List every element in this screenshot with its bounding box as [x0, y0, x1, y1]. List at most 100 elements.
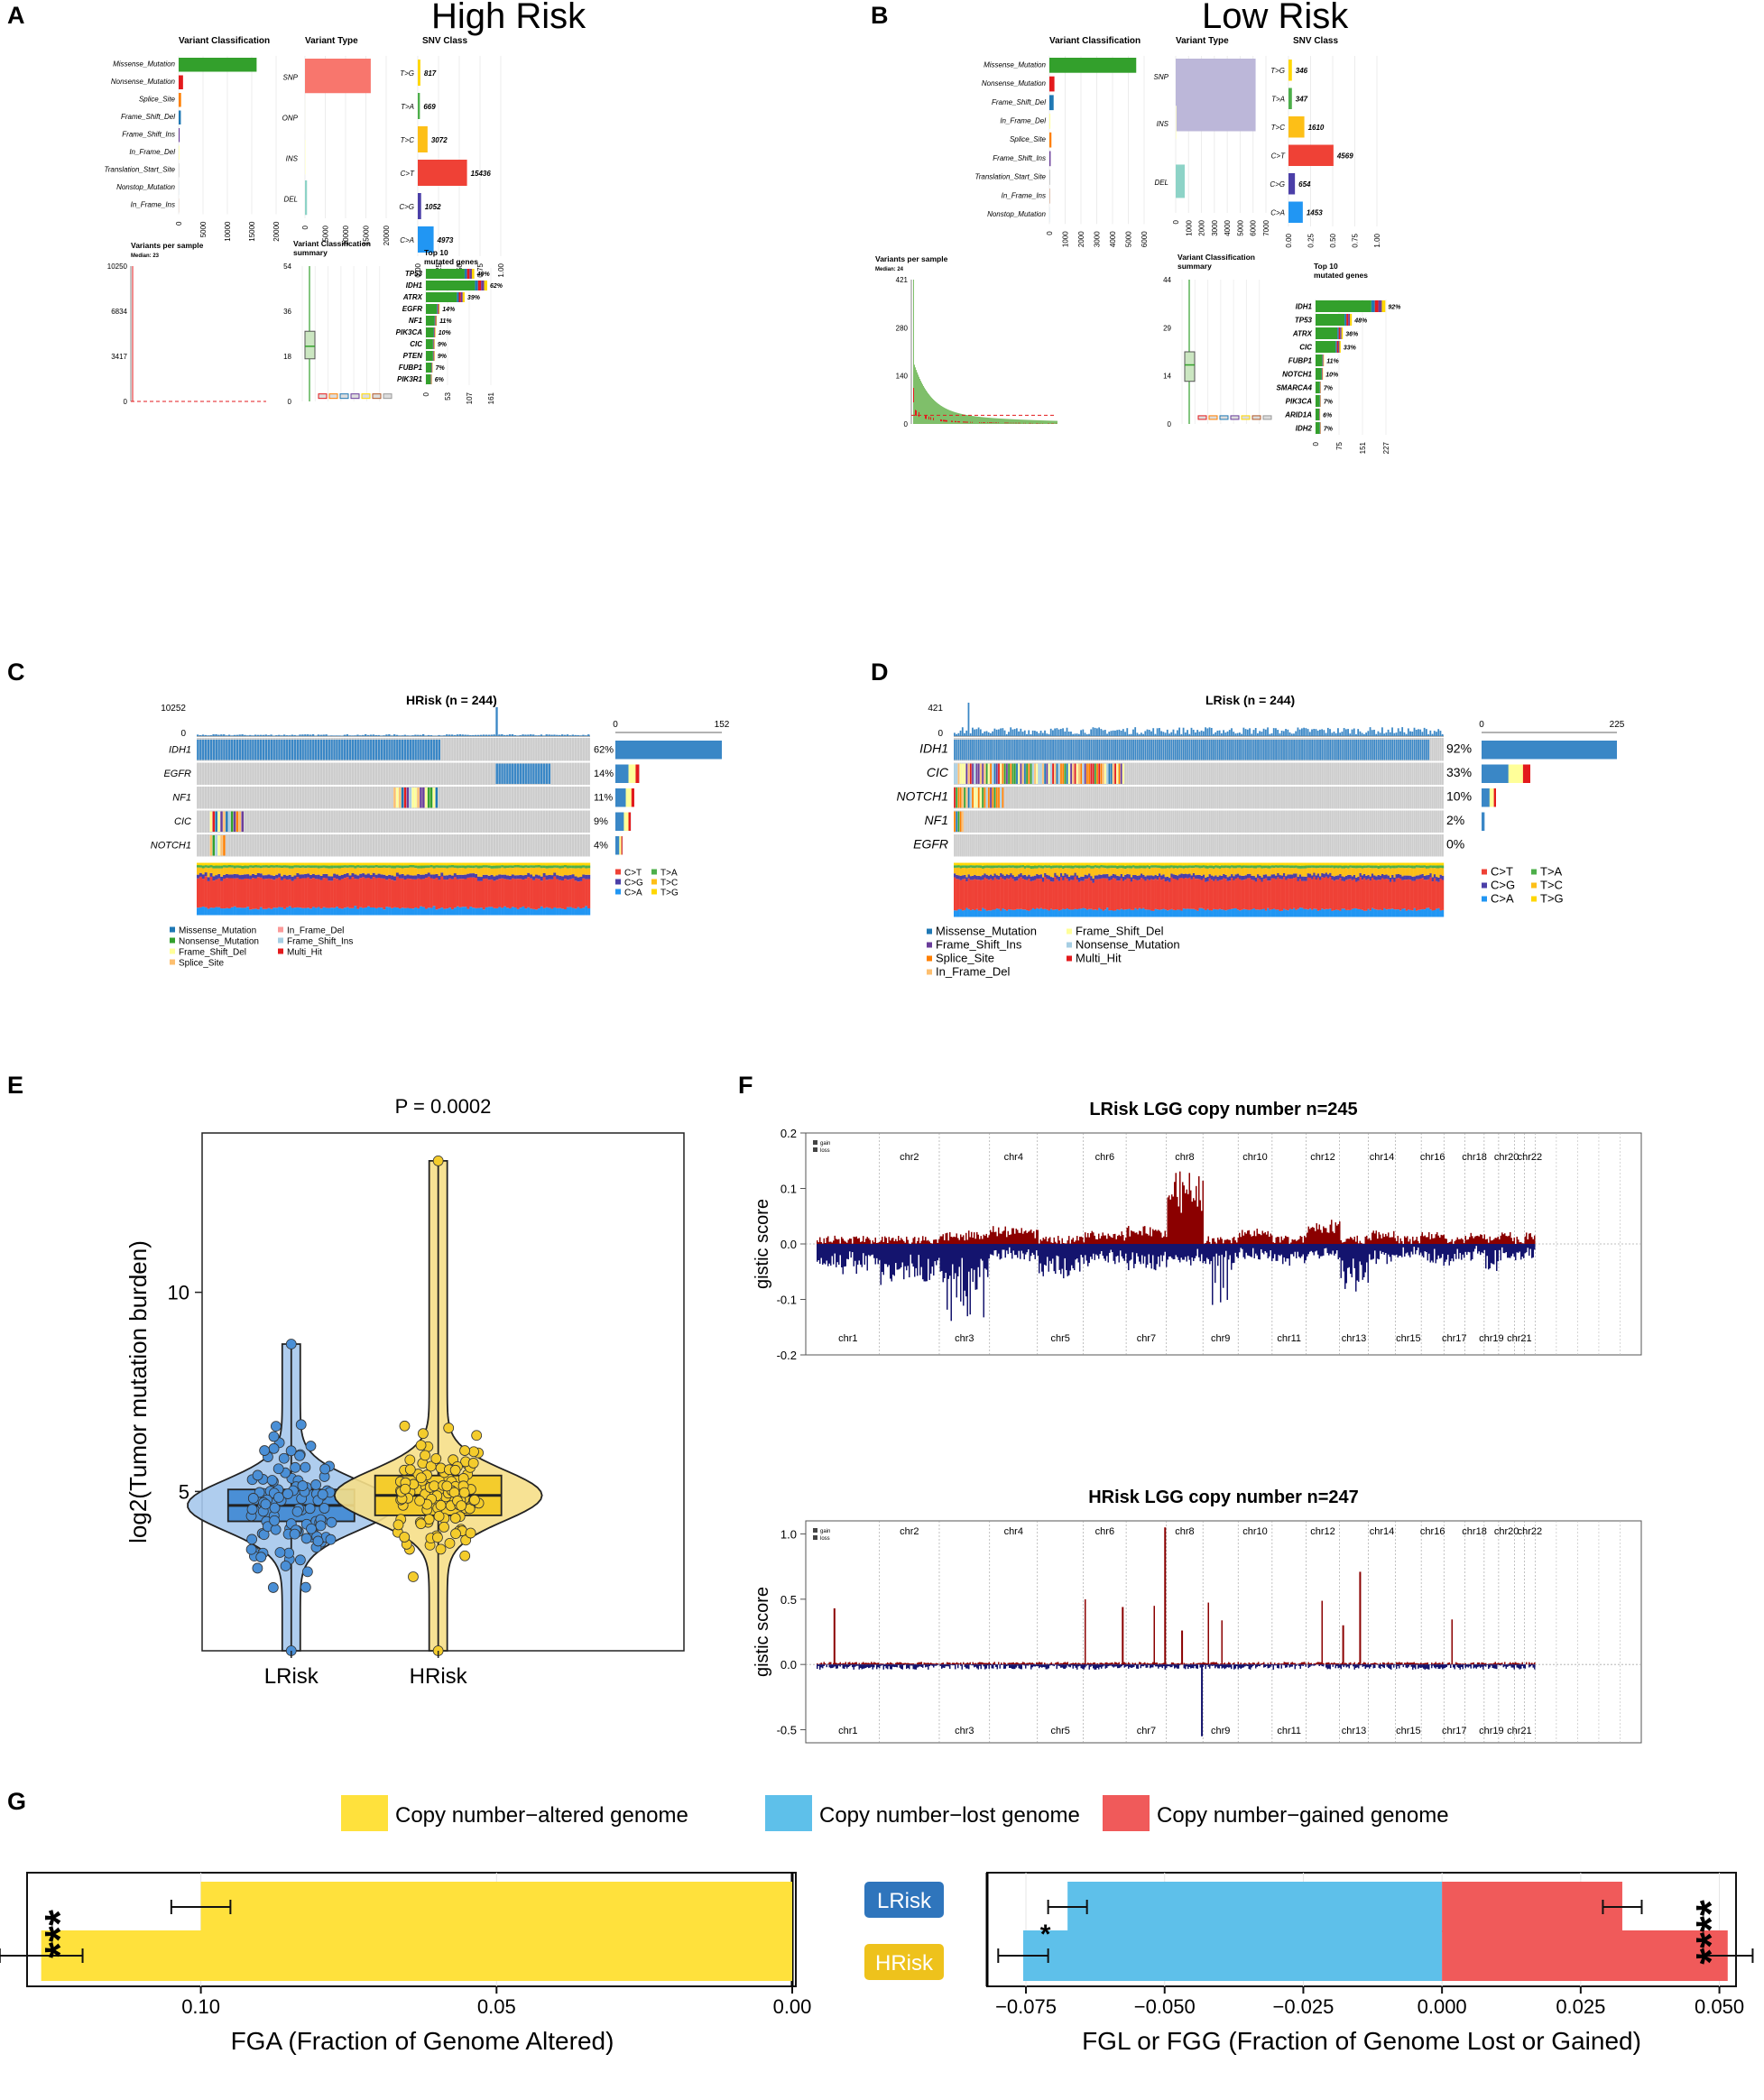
top10-bar-missense [426, 351, 433, 361]
titv-segment [577, 877, 580, 882]
vps-bar [1048, 420, 1049, 424]
top10-bar-segment [437, 304, 438, 314]
titv-segment [1030, 876, 1032, 881]
vc-category-label: In_Frame_Del [1000, 117, 1046, 125]
oncoprint-tmb-bar [1401, 727, 1404, 736]
titv-segment [995, 879, 999, 909]
titv-segment [508, 865, 512, 868]
titv-segment [1052, 862, 1055, 866]
oncoprint-cell [1000, 740, 1002, 760]
oncoprint-tmb-bar [336, 735, 338, 736]
titv-segment [1104, 878, 1107, 910]
titv-segment [1088, 865, 1091, 868]
oncoprint-cell [979, 740, 982, 760]
oncoprint-cell [1114, 763, 1116, 784]
titv-segment [225, 878, 229, 908]
titv-segment [503, 868, 507, 875]
titv-segment [270, 862, 273, 866]
titv-segment [508, 907, 512, 916]
titv-segment [464, 874, 467, 880]
titv-segment [319, 880, 323, 909]
titv-segment [559, 868, 562, 876]
titv-segment [252, 865, 255, 868]
titv-segment [409, 864, 412, 868]
titv-segment [212, 907, 216, 916]
titv-segment [472, 868, 476, 874]
snv-legend-label: T>A [660, 869, 678, 879]
oncoprint-tmb-bar [1044, 730, 1046, 736]
oncoprint-cell [1177, 740, 1178, 760]
oncoprint-tmb-bar [337, 735, 341, 736]
titv-segment [236, 874, 239, 879]
oncoprint-cell [414, 788, 417, 808]
titv-segment [1092, 882, 1094, 910]
oncoprint-cell [969, 763, 972, 784]
titv-segment [278, 907, 282, 916]
titv-segment [498, 874, 502, 880]
oncoprint-tmb-bar [1262, 728, 1265, 736]
oncoprint-cell [995, 788, 998, 808]
titv-segment [534, 862, 539, 866]
oncoprint-tmb-bar [965, 730, 968, 736]
titv-segment [1031, 880, 1035, 908]
oncoprint-cell [1096, 763, 1098, 784]
titv-segment [217, 865, 221, 869]
oncoprint-tmb-bar [1008, 732, 1010, 736]
vc-tick: 15000 [248, 221, 256, 242]
titv-segment [532, 865, 536, 868]
titv-segment [522, 865, 525, 869]
oncoprint-cell [1311, 740, 1314, 760]
titv-segment [477, 880, 481, 908]
oncoprint-cell [1239, 740, 1241, 760]
titv-segment [972, 909, 974, 917]
titv-segment [291, 865, 294, 869]
titv-segment [1049, 865, 1053, 869]
snv-tick: 0.75 [1352, 233, 1360, 247]
oncoprint-tmb-bar [201, 734, 205, 736]
oncoprint-cell [979, 788, 982, 808]
titv-segment [388, 865, 392, 868]
oncoprint-cell [1112, 740, 1114, 760]
oncoprint-tmb-bar [207, 735, 209, 736]
oncoprint-cell [209, 811, 213, 832]
oncoprint-cell [1405, 740, 1408, 760]
snv-data-label: 3072 [431, 136, 448, 144]
oncoprint-tmb-bar [446, 734, 448, 736]
titv-segment [207, 877, 210, 881]
vps-bar-red [1010, 422, 1011, 424]
titv-segment [414, 879, 418, 908]
titv-segment [1011, 879, 1014, 910]
oncoprint-tmb-bar [1200, 730, 1203, 736]
oncoprint-tmb-bar [990, 732, 992, 736]
titv-segment [1044, 862, 1047, 866]
snv-legend-swatch [651, 879, 657, 885]
titv-segment [1013, 876, 1017, 881]
oncoprint-tmb-bar [395, 734, 399, 736]
titv-segment [1020, 867, 1022, 873]
titv-segment [285, 879, 289, 907]
oncoprint-tmb-bar [1270, 732, 1273, 736]
oncoprint-cell [420, 740, 422, 760]
oncoprint-tmb-bar [1261, 732, 1263, 736]
titv-segment [466, 908, 470, 916]
top10-gene-label: IDH1 [1296, 303, 1313, 311]
titv-segment [553, 862, 557, 866]
titv-segment [212, 865, 216, 869]
oncoprint-tmb-bar [1419, 729, 1422, 736]
vt-title: Variant Type [305, 36, 358, 46]
oncoprint-cell [985, 788, 988, 808]
vps-title: Variants per sample [875, 254, 948, 263]
titv-segment [1085, 909, 1089, 917]
titv-segment [264, 862, 268, 866]
titv-segment [1021, 865, 1025, 868]
oncoprint-cell [1021, 740, 1024, 760]
oncoprint-cell [1049, 763, 1052, 784]
titv-segment [421, 865, 426, 869]
titv-segment [1080, 868, 1083, 877]
titv-segment [307, 877, 310, 908]
vps-bar [939, 404, 940, 424]
titv-segment [582, 878, 586, 908]
titv-segment [995, 865, 999, 869]
vps-bar-red [970, 421, 971, 423]
oncoprint-tmb-bar [1246, 729, 1249, 736]
